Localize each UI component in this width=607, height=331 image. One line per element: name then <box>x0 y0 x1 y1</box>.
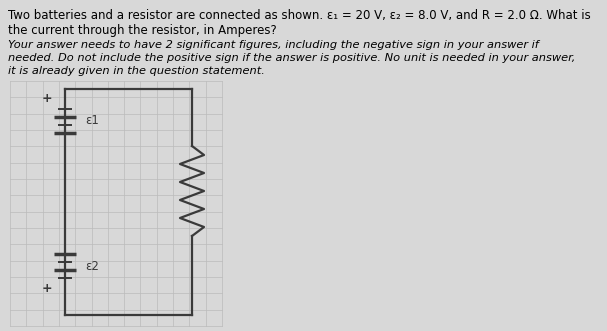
Text: it is already given in the question statement.: it is already given in the question stat… <box>8 66 265 76</box>
Text: the current through the resistor, in Amperes?: the current through the resistor, in Amp… <box>8 24 277 37</box>
Text: Your answer needs to have 2 significant figures, including the negative sign in : Your answer needs to have 2 significant … <box>8 40 539 50</box>
Text: +: + <box>42 281 52 295</box>
Text: ε1: ε1 <box>85 115 99 127</box>
Text: ε2: ε2 <box>85 260 99 272</box>
Text: +: + <box>42 92 52 106</box>
Text: Two batteries and a resistor are connected as shown. ε₁ = 20 V, ε₂ = 8.0 V, and : Two batteries and a resistor are connect… <box>8 9 591 22</box>
Text: needed. Do not include the positive sign if the answer is positive. No unit is n: needed. Do not include the positive sign… <box>8 53 575 63</box>
